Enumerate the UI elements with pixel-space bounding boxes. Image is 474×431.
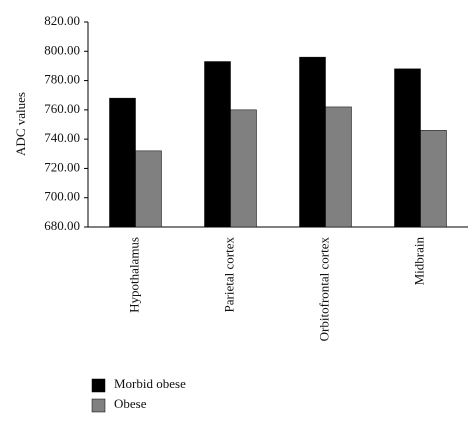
legend-swatch <box>91 378 106 393</box>
bar <box>325 106 352 228</box>
x-tick-label: Hypothalamus <box>126 237 141 313</box>
y-axis-label: ADC values <box>13 92 28 156</box>
x-tick-label: Midbrain <box>411 237 426 286</box>
bar <box>420 130 447 228</box>
bar <box>204 61 231 228</box>
y-tick-label: 680.00 <box>44 218 80 233</box>
bar <box>109 97 136 228</box>
y-tick-label: 800.00 <box>44 42 80 57</box>
y-tick-label: 820.00 <box>44 13 80 28</box>
y-tick-label: 740.00 <box>44 130 80 145</box>
legend-swatch <box>91 398 106 413</box>
bar <box>230 109 257 228</box>
legend-label: Obese <box>114 396 147 411</box>
y-tick-label: 760.00 <box>44 101 80 116</box>
bar <box>394 68 421 228</box>
bar <box>299 56 326 228</box>
x-tick-label: Parietal cortex <box>221 237 236 313</box>
y-tick-label: 700.00 <box>44 189 80 204</box>
y-tick-label: 720.00 <box>44 159 80 174</box>
x-tick-label: Orbitofrontal cortex <box>316 237 331 342</box>
y-tick-label: 780.00 <box>44 72 80 87</box>
bar <box>135 150 162 228</box>
legend-label: Morbid obese <box>114 376 186 391</box>
